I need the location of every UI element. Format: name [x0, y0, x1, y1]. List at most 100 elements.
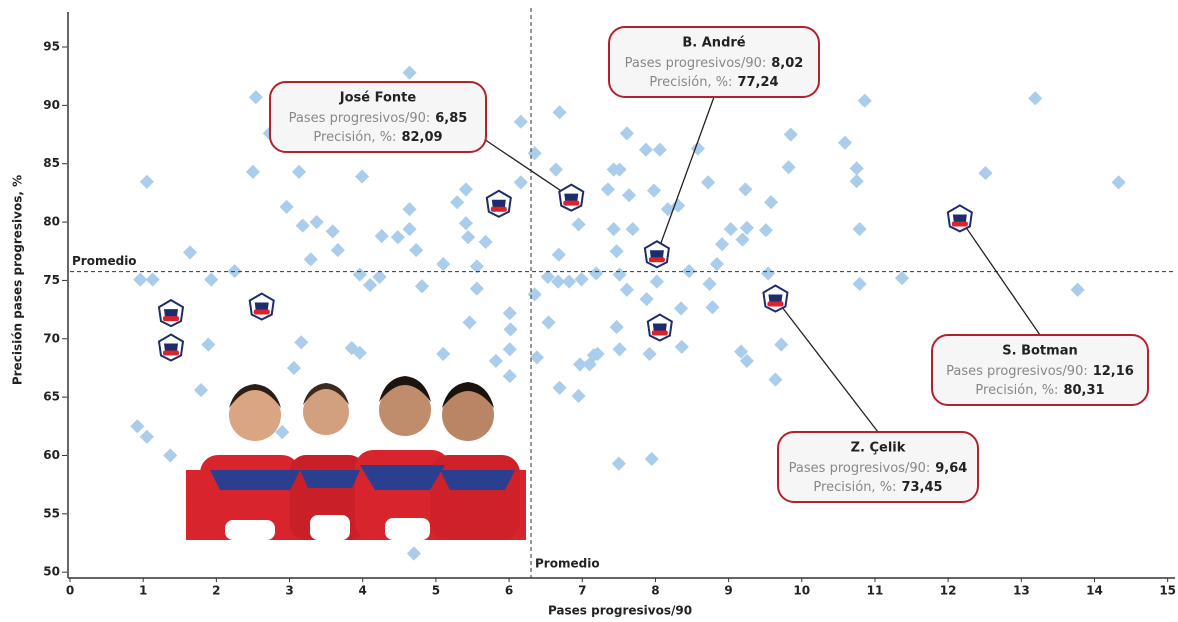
scatter-point	[709, 257, 724, 272]
scatter-point	[852, 221, 867, 237]
club-logo	[157, 298, 185, 328]
club-logo	[558, 183, 585, 212]
scatter-point	[182, 245, 198, 260]
logo-band	[253, 309, 270, 315]
field-value: 82,09	[401, 130, 442, 145]
scatter-point	[458, 216, 473, 231]
scatter-point	[275, 425, 290, 440]
average-label: Promedio	[535, 557, 600, 571]
field-value: 6,85	[435, 111, 467, 126]
scatter-point	[362, 278, 378, 293]
scatter-point	[571, 388, 586, 404]
x-tick-label: 1	[139, 584, 147, 598]
scatter-point	[201, 337, 216, 352]
logo-body	[491, 199, 506, 208]
field-label: Pases progresivos/90:	[625, 56, 767, 71]
scatter-point	[295, 218, 310, 233]
scatter-point	[768, 372, 783, 387]
scatter-point	[738, 182, 753, 197]
annotation-box	[931, 334, 1149, 406]
logo-body	[768, 294, 783, 303]
scatter-point	[1028, 91, 1043, 106]
x-tick-label: 2	[212, 584, 220, 598]
annotation-x: Pases progresivos/90: 9,64	[789, 461, 968, 476]
field-label: Precisión, %:	[649, 75, 732, 90]
logo-band	[767, 301, 784, 307]
scatter-point	[139, 429, 154, 444]
scatter-point	[541, 315, 556, 330]
annotation-name: B. André	[682, 36, 745, 51]
field-value: 77,24	[737, 75, 778, 90]
scatter-point	[309, 214, 324, 230]
logo-body	[163, 343, 178, 352]
x-tick-label: 8	[651, 584, 659, 598]
scatter-point	[303, 252, 318, 267]
scatter-point	[163, 448, 178, 463]
annotation-leader	[774, 298, 879, 433]
field-label: Precisión, %:	[975, 383, 1058, 398]
scatter-point	[574, 272, 589, 287]
scatter-point	[130, 419, 145, 434]
scatter-point	[644, 451, 659, 467]
scatter-point	[352, 267, 367, 282]
annotation-x: Pases progresivos/90: 12,16	[946, 364, 1134, 379]
scatter-point	[402, 65, 417, 80]
club-logo	[643, 240, 670, 269]
y-tick-label: 95	[43, 40, 60, 54]
scatter-point	[402, 221, 417, 237]
annotation-name: S. Botman	[1002, 344, 1077, 359]
scatter-point	[227, 264, 242, 279]
field-label: Pases progresivos/90:	[946, 364, 1088, 379]
scatter-point	[462, 315, 477, 330]
club-logo	[762, 284, 789, 313]
field-value: 80,31	[1063, 383, 1104, 398]
x-tick-label: 9	[724, 584, 732, 598]
logo-body	[649, 250, 664, 259]
annotation-box	[777, 431, 979, 503]
scatter-point	[248, 90, 263, 105]
scatter-point	[1111, 175, 1126, 190]
x-tick-label: 3	[285, 584, 293, 598]
logo-body	[254, 302, 269, 311]
x-tick-label: 4	[359, 584, 367, 598]
scatter-point	[837, 135, 853, 150]
scatter-point	[406, 546, 422, 561]
field-value: 73,45	[901, 480, 942, 495]
logo-band	[563, 200, 580, 206]
scatter-point	[325, 224, 340, 239]
scatter-point	[639, 292, 654, 307]
scatter-point	[436, 346, 451, 362]
scatter-point	[458, 182, 473, 197]
scatter-point	[354, 169, 370, 184]
field-label: Precisión, %:	[813, 480, 896, 495]
scatter-point	[682, 264, 697, 279]
y-tick-label: 50	[43, 565, 60, 579]
scatter-point	[611, 456, 626, 471]
logo-band	[490, 206, 507, 212]
scatter-point	[612, 162, 627, 177]
scatter-point	[735, 232, 750, 247]
scatter-point	[562, 274, 577, 289]
scatter-point	[619, 126, 634, 141]
scatter-point	[513, 114, 528, 129]
y-tick-label: 75	[43, 273, 60, 287]
club-logo	[485, 189, 512, 218]
y-tick-label: 65	[43, 390, 60, 404]
scatter-point	[551, 247, 566, 262]
club-logo	[248, 292, 275, 321]
y-tick-label: 55	[43, 506, 60, 520]
scatter-point	[705, 300, 720, 315]
scatter-point	[739, 353, 754, 369]
scatter-point	[589, 266, 604, 281]
x-tick-label: 15	[1159, 584, 1176, 598]
scatter-point	[502, 306, 517, 321]
y-tick-label: 70	[43, 331, 60, 345]
scatter-point	[352, 345, 367, 360]
logo-body	[952, 214, 967, 223]
scatter-point	[625, 221, 640, 237]
annotation-box	[608, 26, 820, 98]
logo-body	[652, 323, 667, 332]
club-logo	[946, 204, 973, 233]
scatter-point	[1070, 282, 1085, 297]
logo-band	[951, 221, 968, 227]
